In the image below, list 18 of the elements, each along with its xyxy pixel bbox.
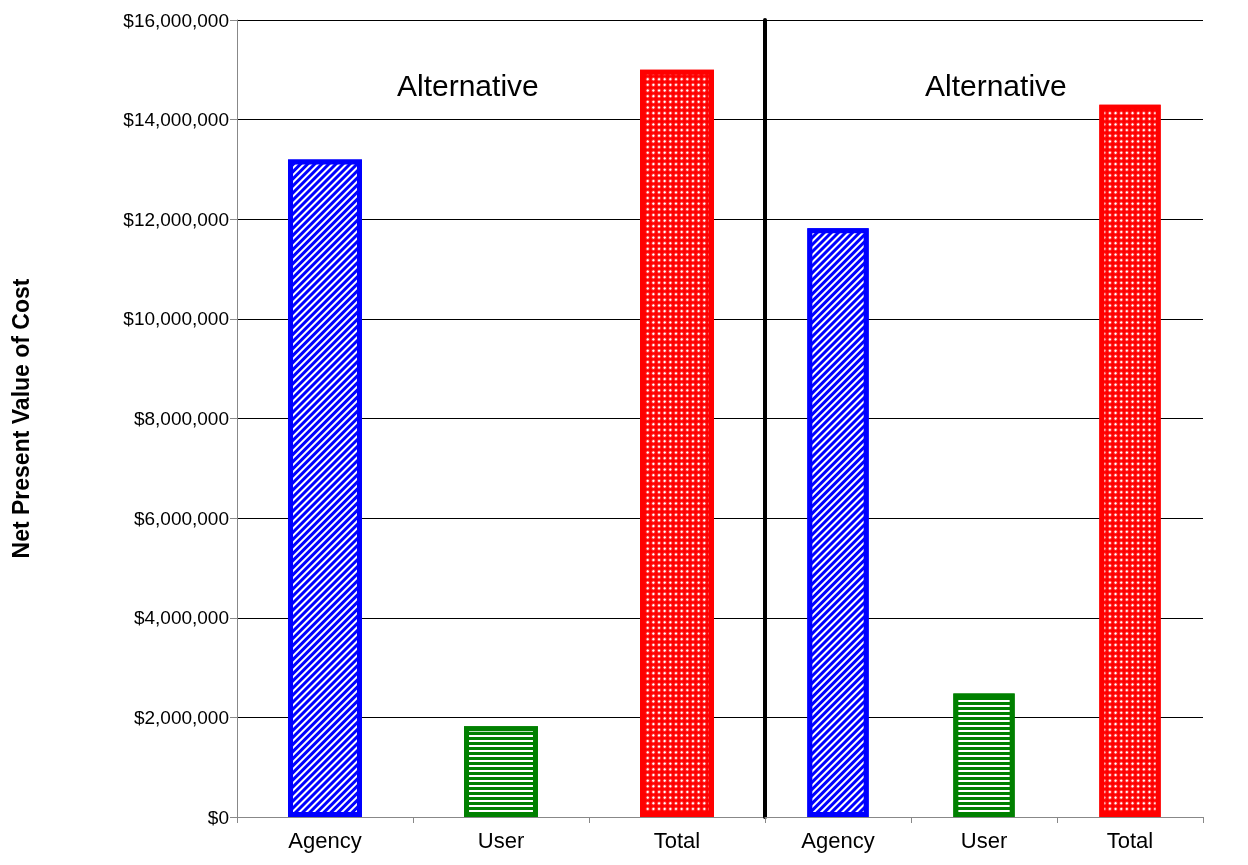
y-tick-label: $14,000,000 [123, 109, 229, 131]
y-tick-label: $12,000,000 [123, 208, 229, 230]
x-tick-label: Agency [801, 827, 875, 853]
annotation: Alternative [397, 68, 539, 102]
y-tick-label: $10,000,000 [123, 308, 229, 330]
x-tick-label: User [477, 827, 525, 853]
y-tick-label: $8,000,000 [133, 408, 229, 429]
annotation: Alternative [925, 68, 1067, 102]
y-tick-label: $6,000,000 [133, 507, 229, 529]
y-axis-title: Net Present Value of Cost [7, 278, 34, 559]
x-tick-label: Agency [288, 827, 362, 853]
x-tick-label: Total [1106, 827, 1154, 853]
y-tick-label: $4,000,000 [133, 607, 229, 629]
y-tick-label: $0 [207, 806, 229, 828]
y-tick-label: $16,000,000 [123, 9, 229, 31]
y-tick-label: $2,000,000 [133, 706, 229, 728]
x-tick-label: Total [653, 827, 701, 853]
x-tick-label: User [960, 827, 1008, 853]
